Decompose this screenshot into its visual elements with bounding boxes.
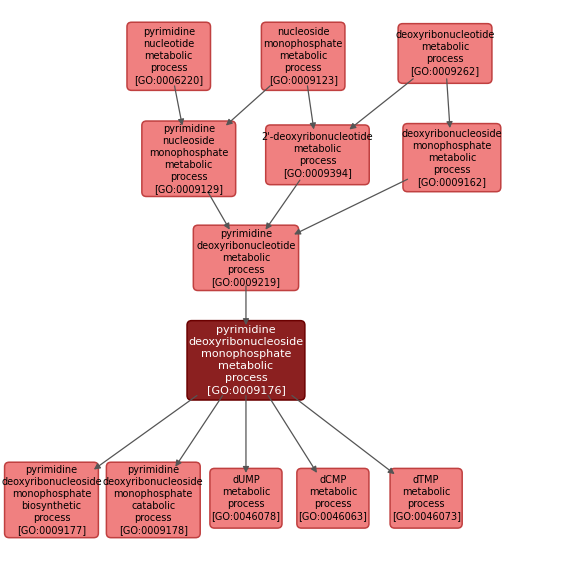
FancyBboxPatch shape xyxy=(265,125,370,185)
Text: nucleoside
monophosphate
metabolic
process
[GO:0009123]: nucleoside monophosphate metabolic proce… xyxy=(264,27,343,86)
Text: pyrimidine
deoxyribonucleoside
monophosphate
metabolic
process
[GO:0009176]: pyrimidine deoxyribonucleoside monophosp… xyxy=(188,325,304,395)
FancyBboxPatch shape xyxy=(210,468,282,528)
Text: pyrimidine
deoxyribonucleoside
monophosphate
biosynthetic
process
[GO:0009177]: pyrimidine deoxyribonucleoside monophosp… xyxy=(1,465,102,535)
FancyBboxPatch shape xyxy=(403,124,501,191)
Text: pyrimidine
nucleoside
monophosphate
metabolic
process
[GO:0009129]: pyrimidine nucleoside monophosphate meta… xyxy=(149,124,228,194)
FancyBboxPatch shape xyxy=(390,468,462,528)
Text: deoxyribonucleotide
metabolic
process
[GO:0009262]: deoxyribonucleotide metabolic process [G… xyxy=(395,30,495,77)
FancyBboxPatch shape xyxy=(187,321,305,400)
FancyBboxPatch shape xyxy=(193,225,299,291)
FancyBboxPatch shape xyxy=(106,462,200,538)
FancyBboxPatch shape xyxy=(297,468,369,528)
FancyBboxPatch shape xyxy=(261,23,345,90)
Text: dCMP
metabolic
process
[GO:0046063]: dCMP metabolic process [GO:0046063] xyxy=(299,475,367,521)
Text: pyrimidine
deoxyribonucleoside
monophosphate
catabolic
process
[GO:0009178]: pyrimidine deoxyribonucleoside monophosp… xyxy=(103,465,204,535)
Text: pyrimidine
nucleotide
metabolic
process
[GO:0006220]: pyrimidine nucleotide metabolic process … xyxy=(134,27,203,86)
Text: pyrimidine
deoxyribonucleotide
metabolic
process
[GO:0009219]: pyrimidine deoxyribonucleotide metabolic… xyxy=(196,229,296,287)
Text: deoxyribonucleoside
monophosphate
metabolic
process
[GO:0009162]: deoxyribonucleoside monophosphate metabo… xyxy=(402,128,502,187)
Text: dUMP
metabolic
process
[GO:0046078]: dUMP metabolic process [GO:0046078] xyxy=(212,475,280,521)
FancyBboxPatch shape xyxy=(5,462,98,538)
Text: 2'-deoxyribonucleotide
metabolic
process
[GO:0009394]: 2'-deoxyribonucleotide metabolic process… xyxy=(261,132,374,178)
FancyBboxPatch shape xyxy=(127,23,210,90)
FancyBboxPatch shape xyxy=(142,121,236,196)
FancyBboxPatch shape xyxy=(398,24,492,83)
Text: dTMP
metabolic
process
[GO:0046073]: dTMP metabolic process [GO:0046073] xyxy=(392,475,460,521)
